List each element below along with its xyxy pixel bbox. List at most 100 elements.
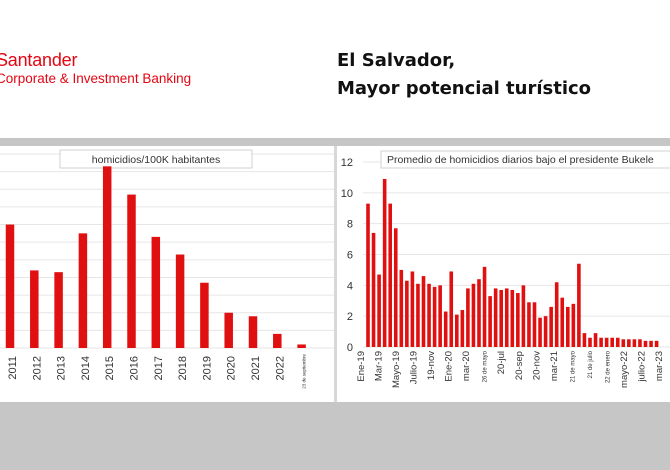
x-tick-label: 2020: [226, 356, 238, 380]
y-tick-label: 10: [341, 188, 353, 200]
x-tick-label: 2022: [274, 356, 286, 380]
y-tick-label: 8: [347, 219, 353, 231]
chart-left-title: homicidios/100K habitantes: [92, 154, 220, 166]
bar-month-8: [410, 271, 415, 347]
bar-month-7: [405, 280, 409, 347]
bar-2016: [127, 194, 136, 348]
bar-23 de septiembre: [297, 344, 306, 348]
bar-month-34: [554, 282, 559, 347]
x-tick-label: 22 de enero: [605, 350, 611, 383]
x-tick-label: 2018: [177, 356, 189, 380]
chart-right-title-box: [380, 150, 670, 169]
bar-month-38: [577, 263, 581, 347]
bar-2022: [273, 333, 282, 348]
bar-month-36: [566, 306, 570, 347]
bar-month-17: [460, 310, 465, 347]
bar-month-33: [549, 306, 553, 347]
bar-month-46: [621, 339, 626, 347]
x-tick-label: 26 de mayo: [483, 350, 489, 382]
bar-month-52: [654, 340, 659, 347]
bar-month-19: [471, 283, 476, 347]
bar-month-9: [416, 283, 420, 347]
x-tick-label: 2016: [129, 356, 141, 380]
bar-month-41: [593, 333, 598, 347]
bar-2019: [200, 282, 209, 348]
bar-month-18: [466, 288, 470, 347]
gray-band-bottom: [0, 402, 670, 470]
x-tick-label: 2014: [80, 356, 92, 380]
bar-month-31: [538, 317, 542, 347]
chart-daily-homicides-bukele: Promedio de homicidios diarios bajo el p…: [337, 146, 670, 402]
bar-month-27: [516, 293, 520, 347]
bar-2020: [224, 312, 233, 348]
chart-right-title: Promedio de homicidios diarios bajo el p…: [387, 154, 654, 166]
x-tick-label: 21 de mayo: [570, 350, 576, 382]
bar-month-37: [571, 303, 576, 347]
bar-month-23: [493, 288, 498, 347]
bar-2015: [102, 166, 112, 348]
x-tick-label: 2015: [104, 356, 116, 380]
x-tick-label: mar-23: [654, 351, 665, 381]
bar-month-11: [427, 283, 431, 347]
bar-month-51: [649, 340, 653, 347]
y-tick-label: 6: [347, 250, 353, 262]
x-tick-label: 2013: [56, 356, 68, 380]
y-tick-label: 4: [347, 280, 353, 292]
x-tick-label: julio-22: [636, 351, 647, 383]
bar-month-47: [627, 339, 631, 347]
bar-month-21: [482, 266, 487, 347]
bar-month-39: [582, 333, 587, 347]
bar-month-26: [510, 289, 515, 347]
header-band: Santander Corporate & Investment Banking…: [0, 0, 670, 138]
bar-month-10: [421, 276, 426, 347]
bar-month-13: [438, 285, 442, 347]
bar-month-45: [615, 337, 620, 347]
bar-month-28: [521, 285, 526, 347]
bar-month-12: [432, 286, 437, 347]
bar-month-40: [588, 337, 592, 347]
x-tick-label: Ene-19: [356, 351, 367, 382]
bar-2012: [30, 270, 39, 348]
bar-month-4: [388, 203, 392, 347]
bar-month-16: [455, 314, 459, 347]
page-title-line1: El Salvador,: [337, 50, 456, 71]
x-tick-label: 2017: [153, 356, 165, 380]
x-tick-label: 2012: [31, 356, 43, 380]
x-tick-label: Mar-19: [374, 351, 385, 381]
bar-month-49: [638, 339, 642, 347]
bar-month-6: [399, 269, 404, 347]
bar-month-1: [371, 232, 376, 347]
bar-month-14: [443, 311, 448, 347]
x-tick-label: 20-nov: [531, 351, 542, 380]
bar-2014: [78, 233, 88, 348]
bar-2011: [5, 224, 15, 348]
bar-month-44: [610, 337, 614, 347]
x-tick-label: 19-nov: [426, 351, 437, 380]
x-tick-label: mar-20: [461, 351, 472, 381]
bar-month-2: [377, 274, 381, 347]
bar-month-42: [599, 337, 603, 347]
panel-divider: [334, 146, 337, 402]
bar-month-15: [449, 271, 454, 347]
x-tick-label: Mayo-19: [391, 351, 402, 388]
bar-month-5: [393, 228, 398, 347]
santander-logo: Santander: [0, 50, 78, 70]
bar-month-32: [543, 316, 548, 347]
bar-month-3: [382, 178, 387, 347]
x-tick-label: Julio-19: [409, 351, 420, 384]
bar-month-43: [604, 337, 609, 347]
x-tick-label: 20-sep: [514, 351, 525, 380]
bar-month-0: [366, 203, 370, 347]
x-tick-label: 2011: [7, 356, 19, 380]
logo-subtitle: Corporate & Investment Banking: [0, 71, 192, 86]
y-tick-label: 0: [347, 342, 353, 354]
bar-2017: [151, 236, 161, 348]
chart-left-title-box: [59, 149, 253, 169]
bar-month-35: [560, 297, 565, 347]
y-tick-label: 2: [347, 311, 353, 323]
bar-2013: [54, 272, 63, 348]
x-tick-label: 20-jul: [496, 351, 507, 374]
bar-month-48: [632, 339, 637, 347]
x-tick-label: mayo-22: [619, 351, 630, 388]
page-title-line2: Mayor potencial turístico: [337, 78, 592, 99]
